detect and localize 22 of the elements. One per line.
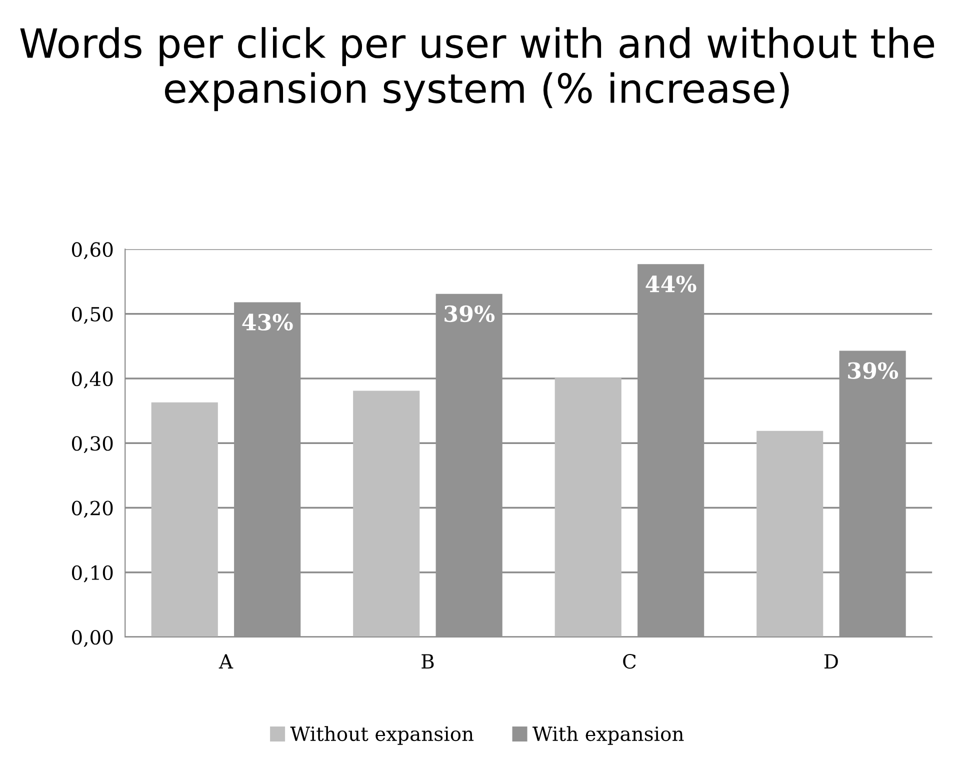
bar xyxy=(756,430,824,637)
y-tick-label: 0,40 xyxy=(72,371,113,389)
y-tick-label: 0,60 xyxy=(72,242,113,260)
y-tick-label: 0,50 xyxy=(72,306,113,324)
chart-title: Words per click per user with and without the expansion system (% increase) xyxy=(20,27,934,112)
annotation: 39% xyxy=(444,305,495,322)
annotation: 39% xyxy=(848,362,898,380)
x-tick-label: B xyxy=(422,654,434,668)
bar xyxy=(353,390,420,637)
legend-label: With expansion xyxy=(532,726,684,745)
y-tick-label: 0,30 xyxy=(72,436,113,454)
bar xyxy=(554,378,622,637)
x-tick-label: A xyxy=(218,654,234,668)
bar xyxy=(151,402,218,637)
y-tick-label: 0,00 xyxy=(72,630,113,648)
y-tick-label: 0,20 xyxy=(72,500,113,518)
x-tick-label: C xyxy=(623,654,636,669)
annotation: 43% xyxy=(242,314,293,331)
x-tick-label: D xyxy=(824,654,838,668)
annotation: 44% xyxy=(646,276,696,292)
y-tick-label: 0,10 xyxy=(72,565,113,582)
legend-label: Without expansion xyxy=(290,726,474,745)
